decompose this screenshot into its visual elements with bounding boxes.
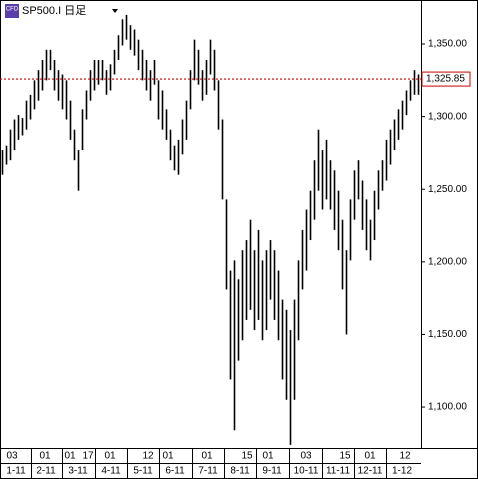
x-tick-label: 01 [39,451,51,462]
badge: CFD [6,7,19,13]
badge-icon [5,4,19,18]
month-label: 11-11 [326,466,351,477]
y-tick-label: 1,350.00 [428,39,467,50]
month-label: 10-11 [294,466,319,477]
x-tick-label: 01 [104,451,116,462]
chart-title[interactable]: SP500.I 日足 [22,5,86,17]
month-label: 7-11 [198,466,218,477]
x-tick-label: 12 [142,451,154,462]
y-tick-label: 1,200.00 [428,256,467,267]
x-tick-label: 01 [201,451,213,462]
month-label: 1-11 [6,466,26,477]
month-label: 12-11 [358,466,383,477]
month-label: 4-11 [101,466,121,477]
x-tick-label: 03 [6,451,18,462]
dropdown-arrow[interactable] [112,9,118,13]
month-label: 6-11 [165,466,185,477]
x-tick-label: 01 [162,451,174,462]
y-tick-label: 1,100.00 [428,402,467,413]
x-tick-label: 01 [262,451,274,462]
month-label: 8-11 [230,466,250,477]
x-tick-label: 01 [364,451,376,462]
x-tick-label: 15 [339,451,351,462]
x-tick-label: 01 [64,451,76,462]
last-price-box [421,71,471,87]
month-label: 5-11 [133,466,153,477]
last-price-label: 1,325.85 [426,74,465,85]
y-tick-label: 1,300.00 [428,111,467,122]
y-tick-label: 1,150.00 [428,329,467,340]
y-tick-label: 1,250.00 [428,184,467,195]
month-label: 1-12 [392,466,412,477]
month-label: 9-11 [262,466,282,477]
x-tick-label: 17 [82,451,94,462]
month-label: 3-11 [68,466,88,477]
month-label: 2-11 [36,466,56,477]
x-tick-label: 03 [300,451,312,462]
x-tick-label: 15 [241,451,253,462]
x-tick-label: 12 [399,451,411,462]
